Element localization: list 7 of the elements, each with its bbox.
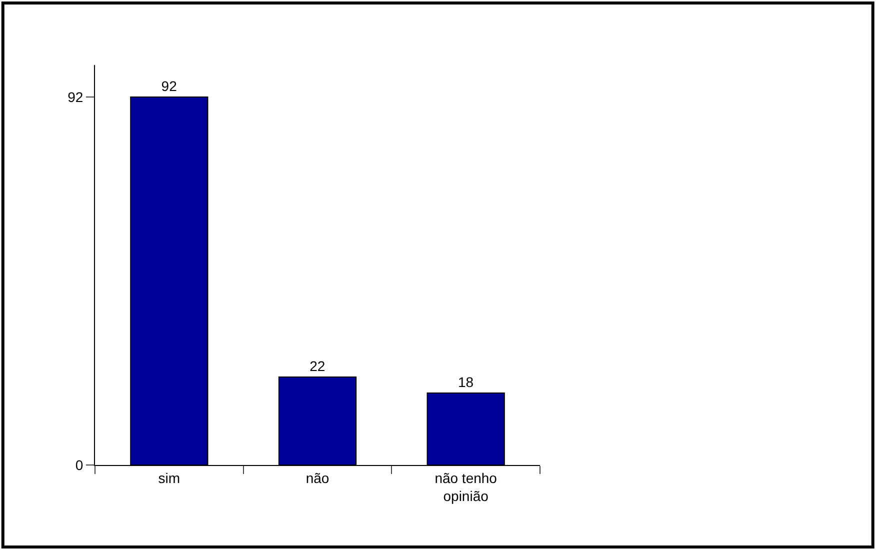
data-label: 18 — [458, 374, 474, 390]
x-tick-label: não — [306, 470, 330, 486]
x-tick-label: sim — [158, 470, 180, 486]
y-tick-label: 0 — [75, 456, 84, 473]
x-tick-label: não tenho opinião — [434, 470, 498, 504]
data-label: 22 — [310, 358, 326, 374]
data-label: 92 — [161, 78, 178, 94]
